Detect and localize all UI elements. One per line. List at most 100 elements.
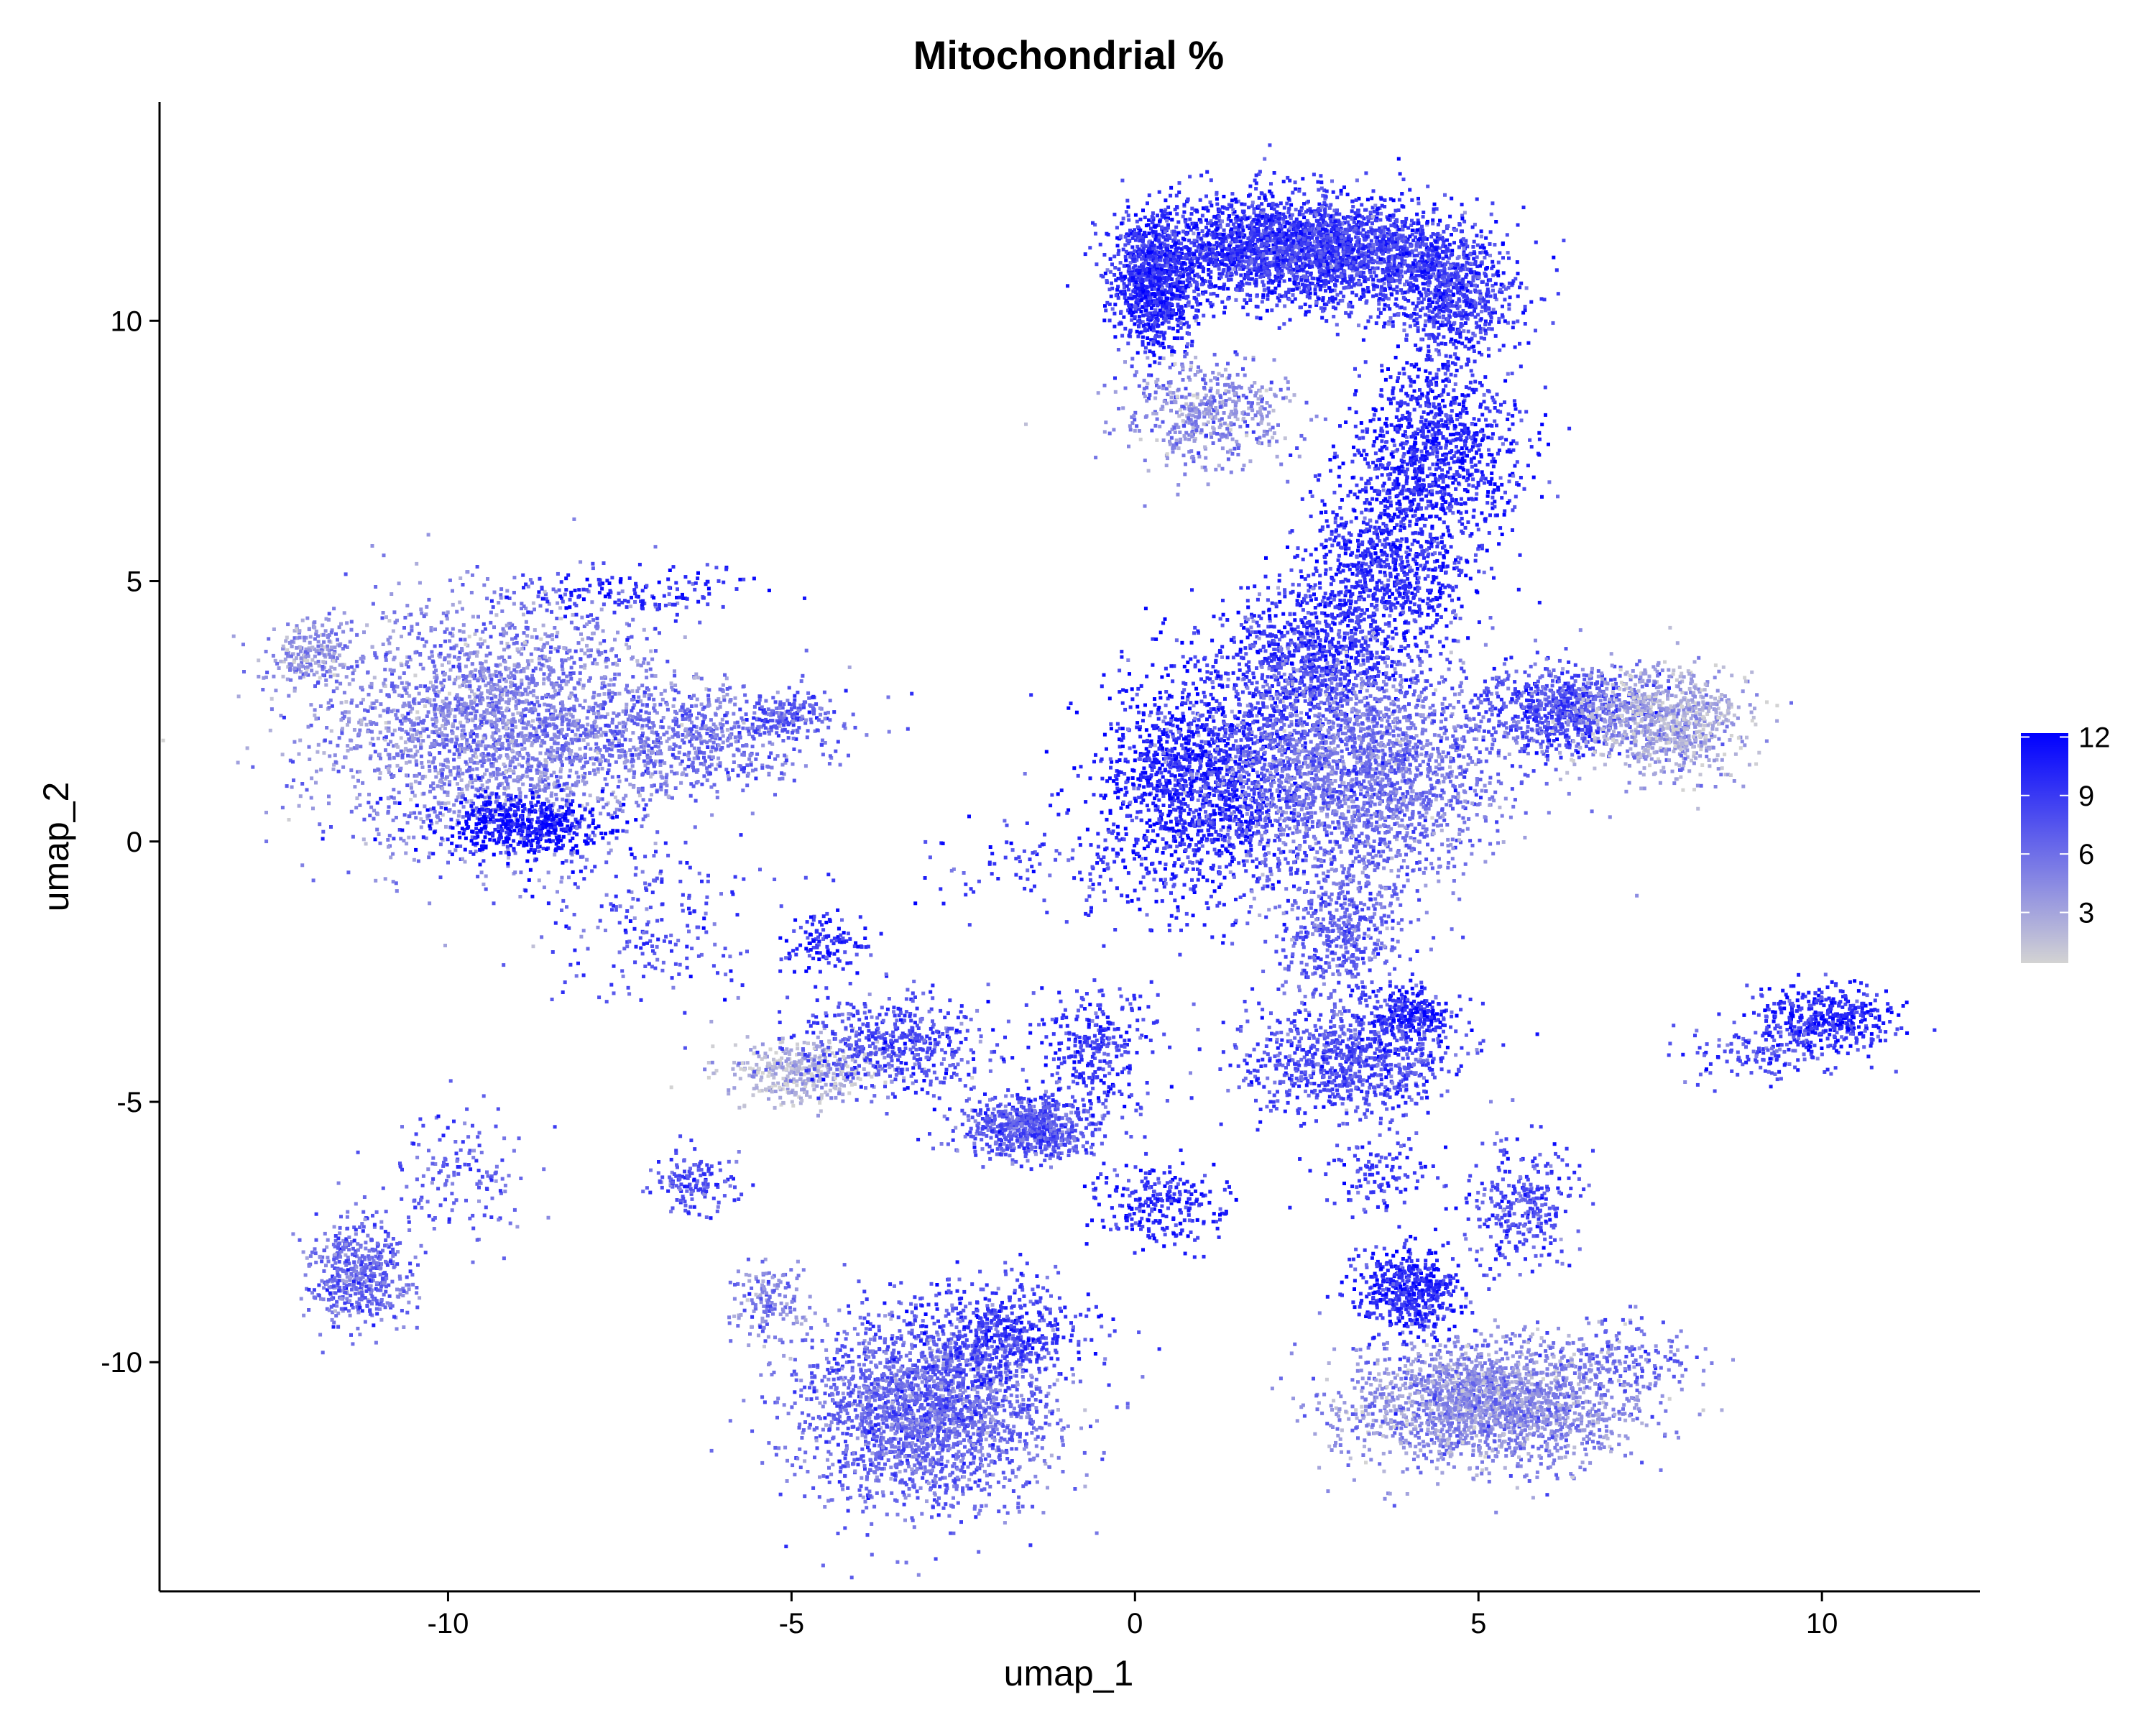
cell-point bbox=[1408, 264, 1412, 268]
cell-point bbox=[1205, 232, 1210, 236]
cell-point bbox=[1202, 402, 1205, 406]
cell-point bbox=[1303, 303, 1307, 306]
cell-point bbox=[1286, 229, 1291, 233]
cell-point bbox=[1437, 269, 1441, 273]
cell-point bbox=[1148, 280, 1152, 284]
cell-point bbox=[1257, 266, 1261, 270]
cell-point bbox=[1279, 257, 1283, 262]
cell-point bbox=[1358, 271, 1363, 275]
cell-point bbox=[1094, 231, 1097, 236]
cell-point bbox=[1174, 266, 1179, 270]
cell-point bbox=[1227, 390, 1231, 394]
cell-point bbox=[1320, 316, 1325, 320]
cell-point bbox=[1119, 321, 1123, 326]
cell-point bbox=[1168, 442, 1172, 446]
cell-point bbox=[1168, 365, 1172, 369]
cell-point bbox=[1153, 275, 1157, 280]
cell-point bbox=[1231, 400, 1235, 403]
cell-point bbox=[1158, 246, 1163, 250]
cell-point bbox=[1318, 275, 1322, 279]
cell-point bbox=[1436, 342, 1440, 346]
cell-point bbox=[1135, 268, 1138, 272]
cell-point bbox=[1197, 243, 1202, 247]
cell-point bbox=[1310, 264, 1314, 269]
cell-point bbox=[1177, 288, 1181, 293]
cell-point bbox=[1179, 261, 1183, 265]
cell-point bbox=[1441, 316, 1445, 320]
cell-point bbox=[1148, 311, 1153, 316]
cell-point bbox=[1153, 335, 1157, 339]
cell-point bbox=[1171, 232, 1175, 236]
cell-point bbox=[1383, 321, 1387, 326]
cell-point bbox=[1382, 234, 1386, 239]
cell-point bbox=[1219, 395, 1223, 400]
cell-point bbox=[1269, 182, 1273, 186]
cell-point bbox=[1184, 254, 1188, 259]
cell-point bbox=[1339, 239, 1343, 244]
cell-point bbox=[1516, 272, 1520, 276]
cell-point bbox=[1199, 173, 1204, 178]
cell-cluster bbox=[1024, 332, 1327, 508]
cell-point bbox=[1290, 232, 1294, 236]
cell-point bbox=[1372, 209, 1376, 213]
cell-point bbox=[1251, 357, 1256, 362]
cell-point bbox=[1176, 336, 1180, 341]
cell-point bbox=[1172, 336, 1176, 340]
cell-point bbox=[1268, 231, 1272, 235]
cell-point bbox=[1187, 332, 1191, 336]
cell-point bbox=[1144, 308, 1148, 313]
cell-point bbox=[1376, 206, 1380, 211]
cell-point bbox=[1214, 221, 1218, 225]
cell-point bbox=[1308, 304, 1312, 308]
cell-point bbox=[1466, 329, 1470, 334]
cell-point bbox=[1471, 344, 1475, 349]
cell-point bbox=[1363, 238, 1367, 242]
cell-point bbox=[1423, 323, 1427, 328]
cell-point bbox=[1178, 285, 1182, 290]
cell-point bbox=[1335, 232, 1340, 236]
cell-point bbox=[1294, 217, 1299, 221]
cell-point bbox=[1251, 243, 1256, 247]
cell-point bbox=[1140, 305, 1144, 309]
cell-point bbox=[1406, 269, 1410, 273]
cell-point bbox=[1369, 275, 1373, 279]
cell-point bbox=[1445, 308, 1450, 312]
cell-point bbox=[1310, 248, 1314, 252]
cell-point bbox=[1433, 288, 1437, 293]
cell-point bbox=[1416, 269, 1420, 273]
cell-point bbox=[1188, 367, 1192, 372]
cell-point bbox=[1357, 240, 1361, 244]
cell-point bbox=[1113, 335, 1118, 339]
cell-point bbox=[1179, 267, 1183, 270]
cell-point bbox=[1321, 298, 1325, 303]
cell-point bbox=[1426, 281, 1429, 285]
cell-point bbox=[1257, 441, 1261, 445]
cell-point bbox=[1170, 229, 1174, 234]
cell-point bbox=[1329, 214, 1333, 218]
cell-point bbox=[1169, 316, 1174, 320]
cell-point bbox=[1160, 321, 1164, 326]
cell-point bbox=[1196, 257, 1200, 261]
cell-point bbox=[1220, 262, 1224, 266]
cell-point bbox=[1133, 254, 1137, 259]
cell-point bbox=[1171, 450, 1175, 454]
cell-point bbox=[1406, 299, 1411, 303]
cell-point bbox=[1450, 272, 1454, 276]
cell-point bbox=[1347, 285, 1351, 290]
cell-point bbox=[1159, 263, 1164, 267]
cell-point bbox=[1377, 307, 1381, 311]
cell-point bbox=[1465, 289, 1470, 293]
cell-point bbox=[1235, 288, 1239, 292]
cell-point bbox=[1212, 254, 1215, 258]
cell-point bbox=[1322, 255, 1327, 259]
cell-point bbox=[1258, 255, 1262, 259]
cell-point bbox=[1142, 391, 1146, 395]
cell-point bbox=[1157, 272, 1161, 277]
cell-point bbox=[1415, 254, 1419, 257]
cell-point bbox=[1167, 384, 1171, 388]
cell-point bbox=[1237, 398, 1241, 402]
cell-point bbox=[1322, 227, 1326, 231]
cell-point bbox=[1186, 247, 1190, 251]
cell-point bbox=[1351, 266, 1355, 270]
cell-point bbox=[1154, 300, 1158, 304]
